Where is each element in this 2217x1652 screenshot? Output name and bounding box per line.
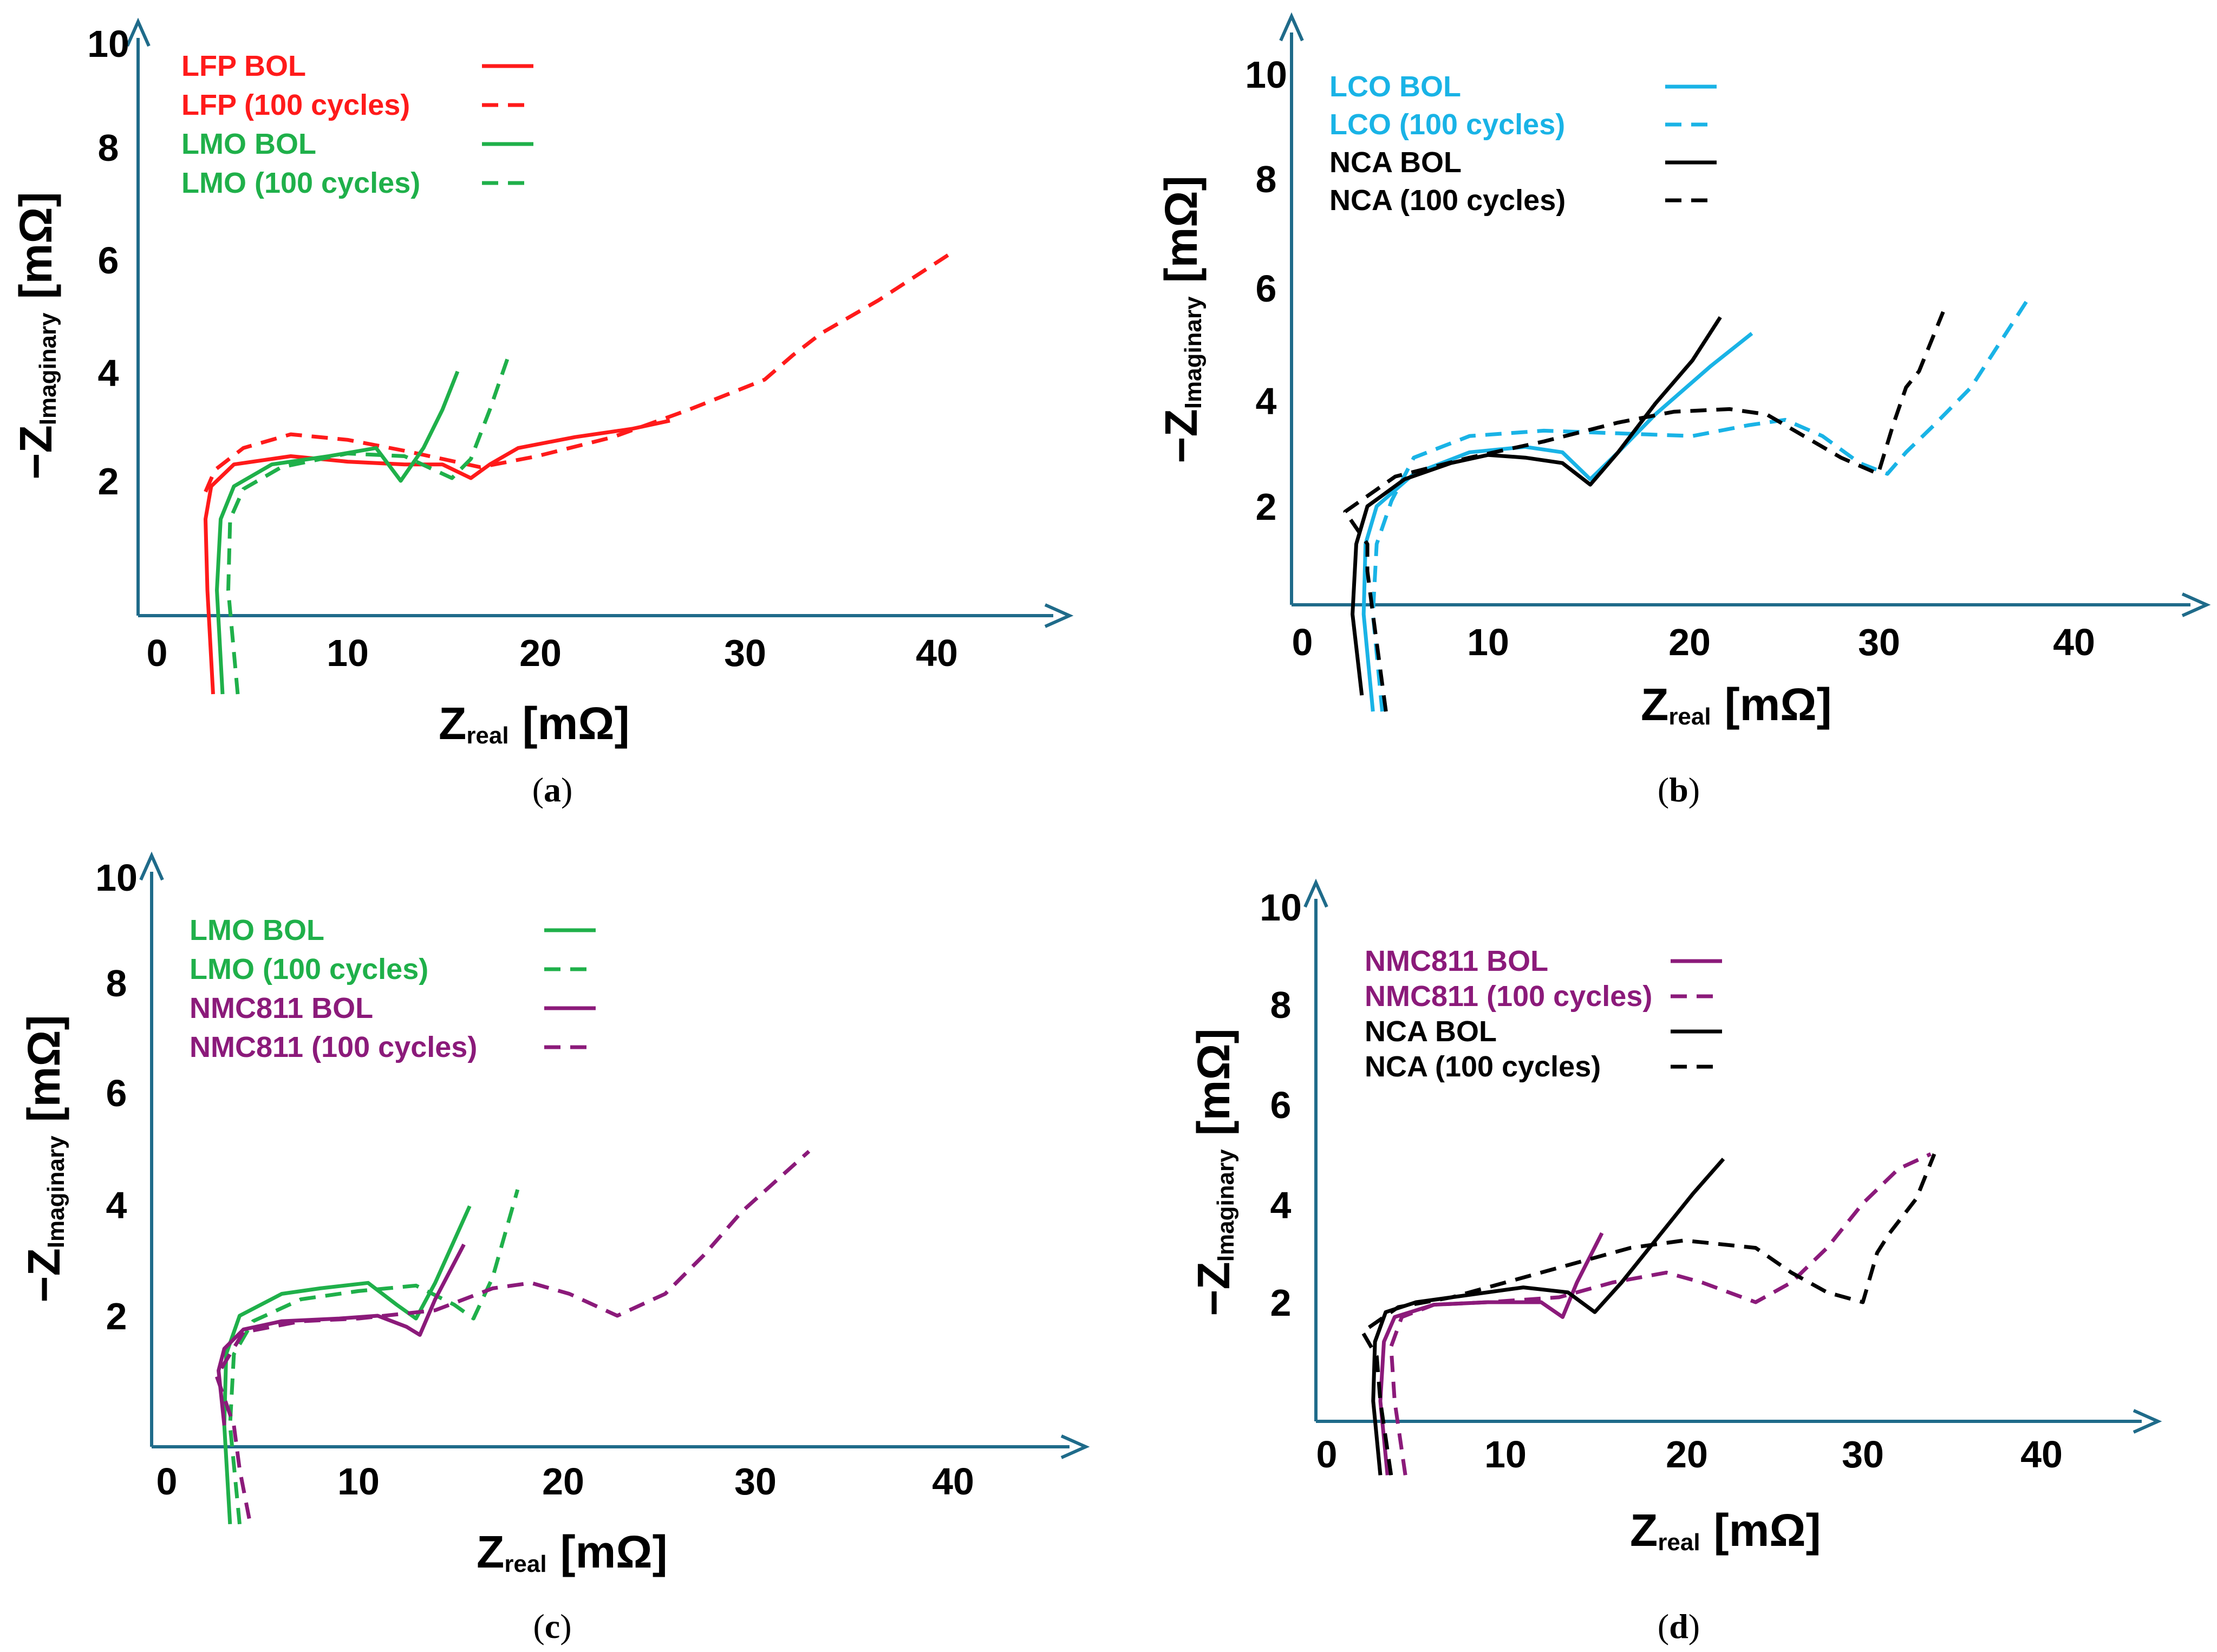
x-tick-label: 40: [2053, 621, 2095, 663]
x-axis-arrowhead: [1060, 1434, 1090, 1459]
series-line-nca-bol: [1371, 1158, 1725, 1475]
panel-d: 0 10 20 30 40 2 4 6 8 10 Zreal [mΩ] −ZImaginary[mΩ] N…: [1188, 878, 2162, 1646]
y-axis-title: −ZImaginary[mΩ]: [1156, 175, 1207, 463]
x-tick-label: 10: [1484, 1433, 1527, 1475]
x-tick-label: 10: [337, 1460, 380, 1503]
panel-label: (a): [532, 771, 573, 809]
y-tick-label: 10: [1245, 54, 1287, 96]
y-axis-title: −ZImaginary[mΩ]: [10, 192, 61, 479]
x-tick-label: 30: [1842, 1433, 1884, 1475]
series-line-lfp-100-cycles: [204, 249, 955, 493]
x-axis-arrowhead: [2181, 592, 2211, 617]
y-axis-arrowhead: [139, 851, 164, 881]
series-line-nca-100-cycles: [1343, 311, 1945, 712]
x-axis-title: Zreal [mΩ]: [1641, 679, 1832, 730]
y-tick-label: 2: [106, 1295, 127, 1337]
legend-label: LMO (100 cycles): [181, 167, 420, 199]
x-tick-label: 20: [1666, 1433, 1708, 1475]
series-line-lmo-100-cycles: [228, 1189, 520, 1525]
y-tick-label: 6: [106, 1072, 127, 1114]
y-tick-label: 4: [98, 352, 119, 394]
y-axis-arrowhead: [126, 17, 151, 47]
x-tick-label: 30: [734, 1460, 777, 1503]
y-tick-label: 4: [1270, 1184, 1292, 1226]
y-tick-label: 8: [98, 127, 119, 169]
panel-label: (c): [533, 1607, 571, 1646]
y-tick-label: 2: [98, 460, 119, 502]
legend-label: LMO BOL: [181, 128, 316, 160]
y-tick-label: 2: [1270, 1282, 1292, 1324]
x-tick-label: 10: [1467, 621, 1509, 663]
legend-label: LMO BOL: [190, 914, 324, 946]
panel-label: (d): [1658, 1607, 1700, 1646]
legend-label: LCO BOL: [1329, 70, 1461, 103]
y-tick-label: 8: [1256, 158, 1277, 200]
series-line-lfp-bol: [204, 419, 670, 695]
x-tick-label: 0: [1292, 621, 1313, 663]
x-tick-label: 30: [724, 632, 766, 674]
series-line-nmc811-bol: [217, 1243, 466, 1426]
x-axis-arrowhead: [2133, 1409, 2162, 1434]
panel-label: (b): [1658, 771, 1700, 809]
y-axis-title: −ZImaginary[mΩ]: [1188, 1028, 1239, 1316]
legend-label: NCA (100 cycles): [1329, 184, 1566, 217]
x-tick-label: 20: [519, 632, 562, 674]
x-tick-label: 40: [916, 632, 958, 674]
x-tick-label: 30: [1858, 621, 1900, 663]
x-tick-label: 20: [1668, 621, 1711, 663]
y-axis-title: −ZImaginary[mΩ]: [18, 1015, 69, 1302]
y-tick-label: 8: [1270, 984, 1292, 1026]
y-tick-label: 6: [1270, 1084, 1292, 1126]
legend-label: NMC811 BOL: [190, 992, 373, 1024]
y-tick-label: 10: [1260, 886, 1302, 929]
y-tick-label: 10: [95, 857, 138, 899]
x-tick-label: 40: [932, 1460, 974, 1503]
series-line-nca-100-cycles: [1360, 1153, 1936, 1475]
x-tick-label: 40: [2020, 1433, 2063, 1475]
y-tick-label: 4: [106, 1184, 127, 1226]
x-tick-label: 20: [542, 1460, 584, 1503]
series-line-lmo-100-cycles: [226, 354, 511, 695]
legend-label: NMC811 BOL: [1365, 945, 1548, 977]
legend-label: NCA BOL: [1365, 1015, 1497, 1048]
x-axis-title: Zreal [mΩ]: [439, 698, 630, 749]
legend-label: NCA BOL: [1329, 146, 1462, 179]
y-tick-label: 8: [106, 962, 127, 1004]
series-line-nca-bol: [1351, 316, 1722, 696]
panel-b: 0 10 20 30 40 2 4 6 8 10 Zreal [mΩ] −ZImaginary[mΩ] L…: [1156, 12, 2211, 809]
y-tick-label: 10: [87, 23, 129, 65]
legend-label: LFP BOL: [181, 50, 306, 82]
x-tick-label: 0: [1316, 1433, 1338, 1475]
x-tick-label: 10: [327, 632, 369, 674]
y-axis-arrowhead: [1279, 12, 1304, 42]
legend-label: LMO (100 cycles): [190, 953, 428, 985]
legend-label: NCA (100 cycles): [1365, 1050, 1601, 1083]
series-line-nmc811-100-cycles: [214, 1150, 811, 1519]
legend-label: NMC811 (100 cycles): [190, 1031, 477, 1063]
x-axis-arrowhead: [1044, 603, 1074, 628]
y-tick-label: 4: [1256, 380, 1277, 422]
x-axis-title: Zreal [mΩ]: [477, 1526, 668, 1577]
series-line-lco-100-cycles: [1371, 300, 2029, 712]
legend-label: NMC811 (100 cycles): [1365, 980, 1652, 1013]
panel-a: 0 10 20 30 40 2 4 6 8 10 Zreal [mΩ] −ZImaginary[mΩ] L…: [10, 17, 1074, 809]
legend-label: LFP (100 cycles): [181, 89, 410, 121]
y-tick-label: 6: [98, 239, 119, 282]
y-tick-label: 6: [1256, 267, 1277, 310]
x-tick-label: 0: [147, 632, 168, 674]
panel-c: 0 10 20 30 40 2 4 6 8 10 Zreal [mΩ] −ZImaginary[mΩ] L…: [18, 851, 1090, 1646]
y-axis-arrowhead: [1303, 878, 1328, 908]
x-axis-title: Zreal [mΩ]: [1630, 1505, 1821, 1556]
legend-label: LCO (100 cycles): [1329, 108, 1565, 141]
series-line-nmc811-100-cycles: [1389, 1152, 1932, 1475]
series-line-lmo-bol: [222, 1205, 472, 1525]
y-tick-label: 2: [1256, 486, 1277, 528]
x-tick-label: 0: [157, 1460, 178, 1503]
